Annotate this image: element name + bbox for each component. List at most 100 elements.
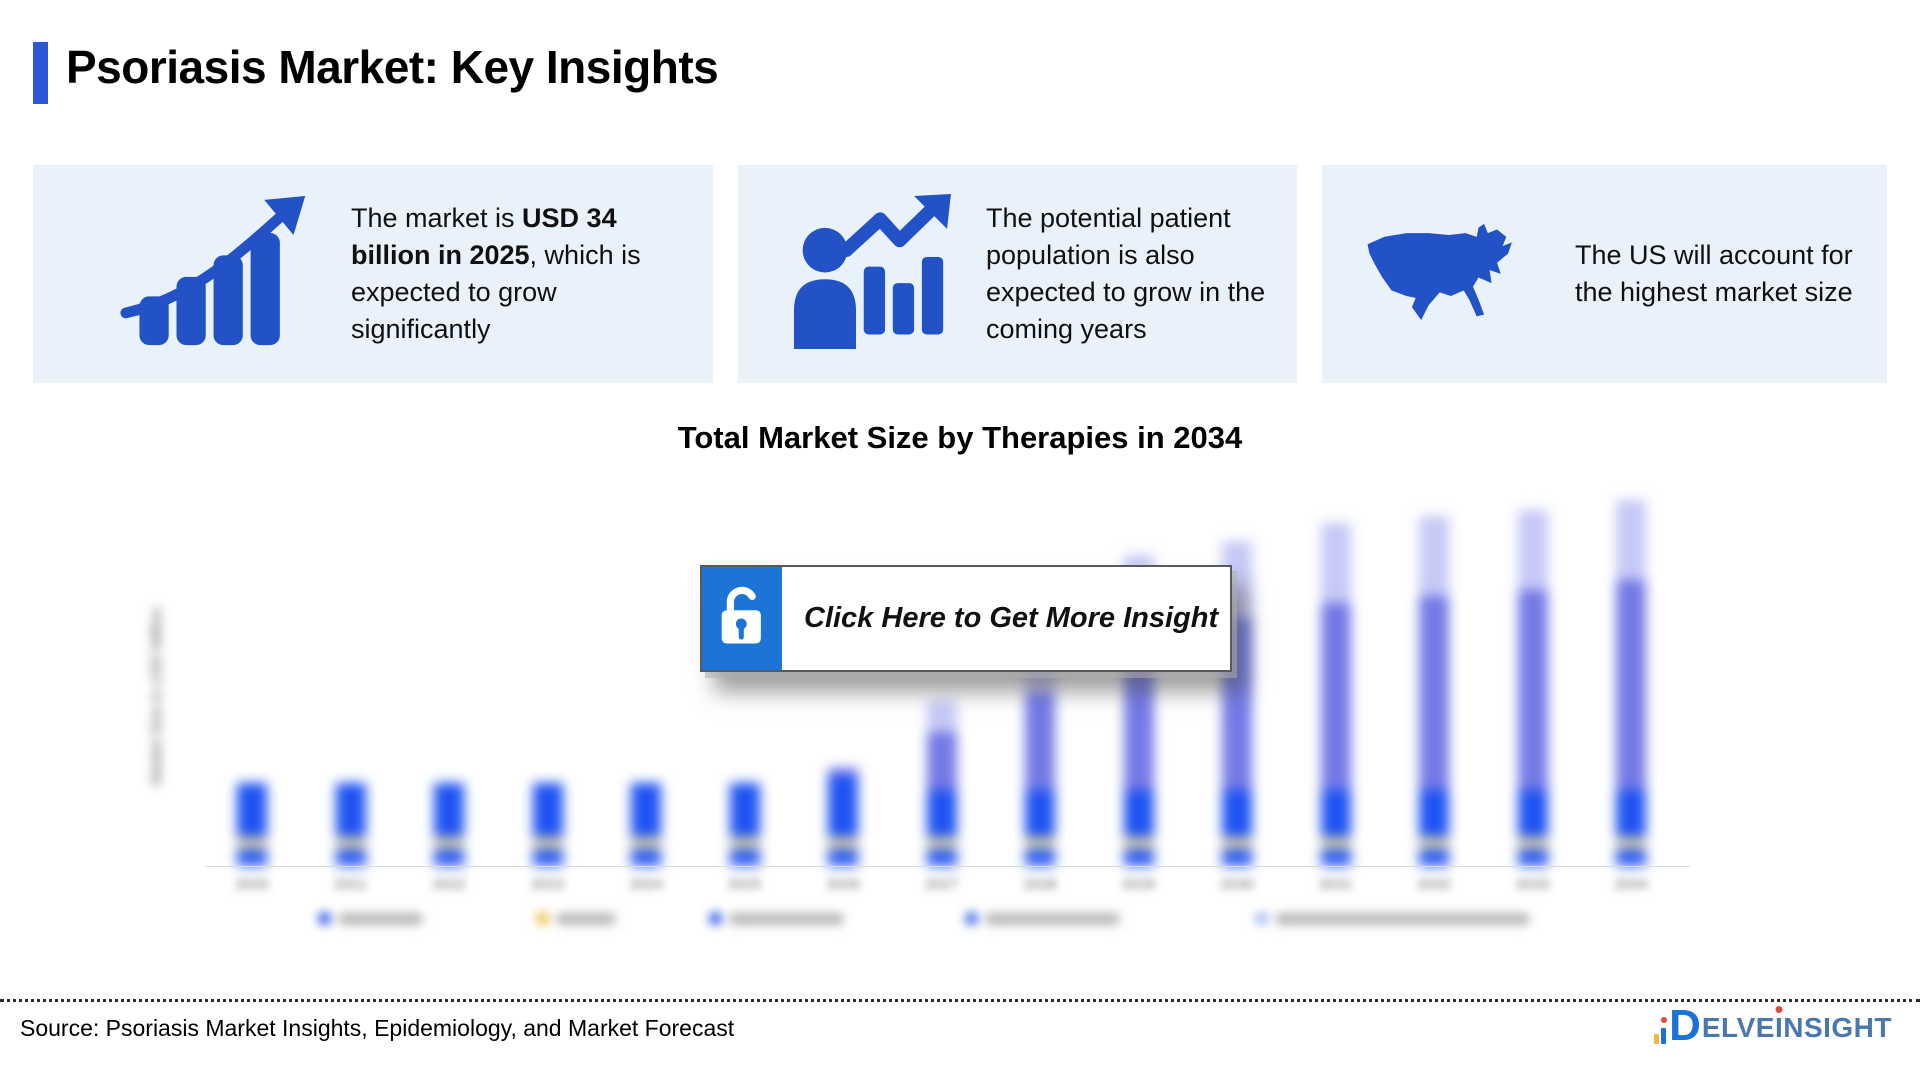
logo-chart-icon [1654,1017,1668,1045]
legend-marker [1255,912,1268,925]
insight-card-market-size: The market is USD 34 billion in 2025, wh… [33,165,713,383]
legend-marker [965,912,978,925]
bar-segment [1025,849,1055,866]
bar-2027 [926,700,957,866]
x-axis-line [205,866,1690,867]
bar-2031 [1320,523,1351,866]
bar-2033 [1517,510,1548,866]
bar-2023 [532,783,563,866]
bar-2025 [729,783,760,866]
bar-segment [335,837,366,849]
x-tick-2026: 2026 [826,876,860,893]
bar-segment [729,849,760,866]
logo-wordmark: ELVEI NSIGHT [1702,1006,1892,1044]
bar-segment [1517,790,1548,837]
bar-segment [1123,849,1154,866]
delveinsight-logo: D ELVEI NSIGHT [1654,1001,1892,1050]
bar-segment [434,837,464,849]
bar-2020 [237,783,267,866]
bar-segment [1616,837,1646,849]
bar-segment [532,849,563,866]
legend-marker [536,912,549,925]
legend-label-blurred [729,912,844,925]
source-text: Source: Psoriasis Market Insights, Epide… [20,1015,735,1041]
chart-legend [0,912,1920,942]
x-tick-2025: 2025 [727,876,762,893]
cta-label: Click Here to Get More Insight [804,602,1219,634]
bar-segment [1616,580,1646,790]
bar-segment [1320,837,1351,849]
bar-segment [1320,523,1351,603]
legend-marker [709,912,722,925]
bar-segment [532,783,563,837]
bar-segment [1222,837,1252,849]
x-tick-2031: 2031 [1318,876,1353,893]
bar-segment [1419,849,1449,866]
usa-map-icon [1362,212,1547,337]
bar-segment [631,837,661,849]
legend-item-4 [965,912,1120,925]
x-tick-2022: 2022 [432,876,466,893]
bar-segment [1517,510,1548,590]
card-text: The US will account for the highest mark… [1575,239,1853,307]
x-tick-2021: 2021 [333,876,368,893]
bar-segment [237,837,267,849]
bar-segment [828,768,858,776]
bar-segment [1222,849,1252,866]
bar-2022 [434,783,464,866]
unlock-icon [713,582,771,655]
bar-segment [335,783,366,837]
page-title: Psoriasis Market: Key Insights [66,41,719,93]
logo-letter-d: D [1669,1001,1701,1050]
legend-item-5 [1255,912,1530,925]
x-tick-2034: 2034 [1614,876,1648,893]
bar-segment [434,849,464,866]
legend-item-2 [536,912,616,925]
bars-container [0,480,1920,866]
x-tick-2020: 2020 [235,876,269,893]
bar-segment [828,837,858,849]
bar-segment [1025,837,1055,849]
bar-segment [237,783,267,837]
bar-segment [1616,849,1646,866]
bar-segment [237,849,267,866]
x-tick-2032: 2032 [1417,876,1451,893]
bar-segment [1616,790,1646,837]
legend-label-blurred [985,912,1120,925]
insight-card-us-market: The US will account for the highest mark… [1322,165,1887,383]
card-text: The market is USD 34 billion in 2025, wh… [351,202,641,345]
growth-bar-chart-icon [118,192,313,357]
bar-2030 [1222,541,1252,866]
bar-segment [631,849,661,866]
bar-segment [1222,790,1252,837]
bar-segment [1419,596,1449,790]
get-more-insight-button[interactable]: Click Here to Get More Insight [700,565,1232,672]
bar-segment [828,776,858,837]
patient-population-growth-icon [786,194,956,354]
x-tick-2023: 2023 [530,876,565,893]
legend-label-blurred [338,912,423,925]
bar-segment [1320,790,1351,837]
bar-segment [729,783,760,837]
bar-segment [1616,500,1646,580]
insight-card-patient-population: The potential patient population is also… [738,165,1297,383]
bar-segment [1123,837,1154,849]
bar-segment [1517,837,1548,849]
bar-2028 [1025,652,1055,866]
legend-item-1 [318,912,423,925]
bar-segment [335,849,366,866]
title-accent-bar [33,42,48,104]
bar-2024 [631,783,661,866]
bar-segment [1025,790,1055,837]
lock-box [702,567,782,670]
bar-segment [729,837,760,849]
legend-marker [318,912,331,925]
bar-segment [926,837,957,849]
bar-segment [1123,790,1154,837]
bar-segment [1320,849,1351,866]
x-tick-2027: 2027 [924,876,959,893]
bar-segment [1419,837,1449,849]
bar-2021 [335,783,366,866]
chart-title: Total Market Size by Therapies in 2034 [677,420,1243,455]
